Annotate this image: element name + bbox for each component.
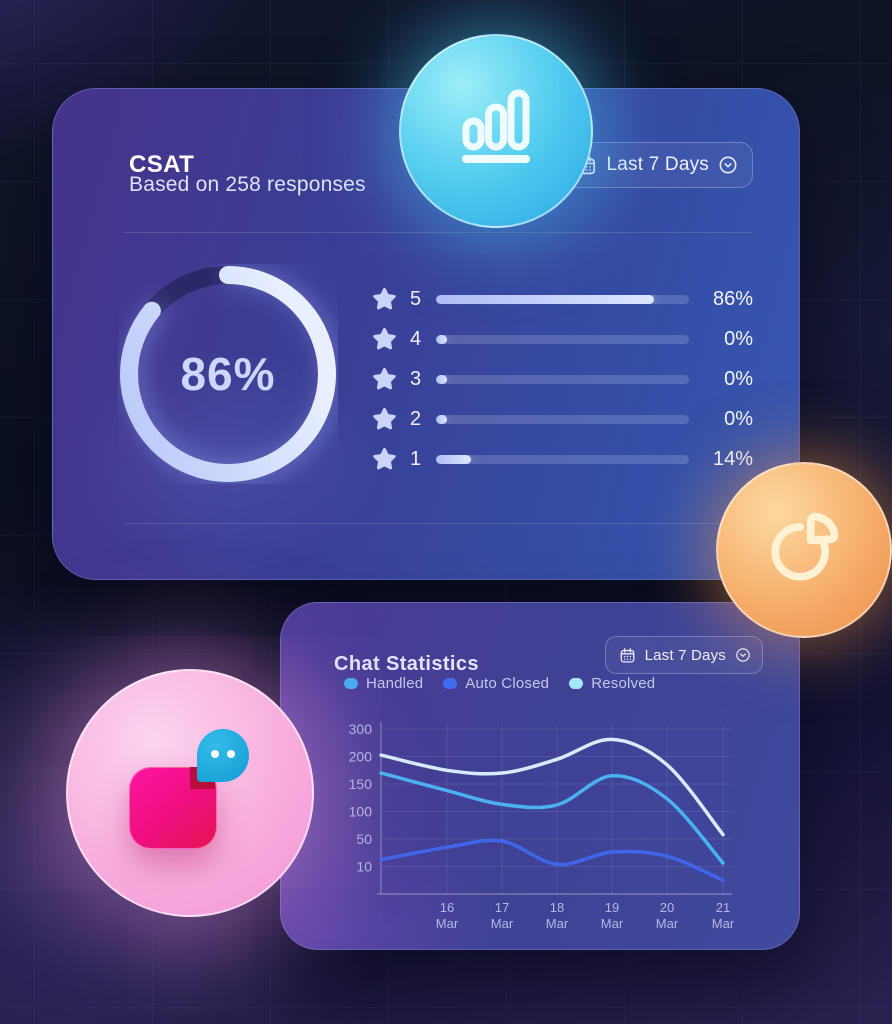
legend-dot-icon	[344, 678, 358, 689]
csat-footer-divider	[124, 523, 753, 524]
pie-chart-bubble	[716, 462, 892, 638]
line-series-handled	[379, 771, 725, 865]
chat-line-chart: 300 200 150 100 50 10 16 Mar 17 Mar 18 Mar 19 Mar 20 Ma…	[349, 721, 735, 931]
star-icon	[373, 287, 396, 309]
rating-star-count: 5	[410, 287, 422, 310]
csat-header-divider	[124, 232, 753, 233]
chat-statistics-card: Chat Statistics Last 7 Days Handled Auto …	[280, 602, 800, 950]
legend-label: Resolved	[591, 675, 656, 692]
chat-period-label: Last 7 Days	[644, 646, 726, 664]
rating-bar-fill	[436, 294, 654, 304]
x-tick-label: 19 Mar	[601, 900, 624, 931]
x-tick-label: 16 Mar	[436, 900, 459, 931]
line-series-auto-closed	[379, 838, 725, 883]
legend-item-handled: Handled	[344, 675, 423, 692]
rating-bar-track	[436, 374, 689, 384]
rating-bar-fill	[436, 374, 447, 384]
rating-star-count: 2	[410, 407, 422, 430]
rating-row-5-star: 5 86%	[371, 279, 753, 319]
rating-percent-label: 0%	[724, 327, 753, 350]
bar-chart-bubble	[399, 34, 593, 228]
chart-legend: Handled Auto Closed Resolved	[344, 675, 655, 692]
y-tick-label: 100	[349, 804, 373, 820]
rating-percent-label: 0%	[724, 407, 753, 430]
x-tick-label: 17 Mar	[491, 900, 514, 931]
rating-row-3-star: 3 0%	[371, 359, 753, 399]
x-tick-label: 18 Mar	[546, 900, 569, 931]
speech-bubble-icon	[197, 729, 249, 782]
csat-period-label: Last 7 Days	[606, 154, 709, 175]
y-tick-label: 10	[356, 859, 372, 875]
rating-percent-label: 86%	[712, 287, 753, 310]
rating-bar-fill	[436, 454, 472, 464]
legend-label: Handled	[366, 675, 424, 692]
csat-score-value: 86%	[180, 348, 276, 400]
csat-ratings-list: 5 86% 4 0% 3 0% 2 0% 1 14%	[371, 279, 753, 479]
rating-row-2-star: 2 0%	[371, 399, 753, 439]
chat-app-logo-bubble	[66, 669, 314, 917]
legend-item-auto-closed: Auto Closed	[443, 675, 549, 692]
y-tick-label: 50	[356, 831, 372, 847]
legend-label: Auto Closed	[465, 675, 550, 692]
pie-chart-icon	[758, 502, 850, 599]
y-tick-label: 200	[349, 749, 373, 765]
star-icon	[373, 367, 396, 389]
legend-dot-icon	[443, 678, 458, 689]
rating-bar-fill	[436, 414, 447, 424]
donut-progress-arc	[120, 266, 336, 482]
rating-row-1-star: 1 14%	[371, 439, 753, 479]
csat-card-subtitle: Based on 258 responses	[129, 173, 366, 196]
x-tick-label: 20 Mar	[656, 900, 679, 931]
rating-bar-track	[436, 414, 689, 424]
rating-bar-track	[436, 294, 689, 304]
star-icon	[373, 447, 396, 469]
rating-bar-fill	[436, 334, 447, 344]
line-series-resolved	[379, 737, 725, 837]
csat-donut-chart	[120, 266, 336, 482]
bar-chart-icon	[448, 81, 544, 182]
chevron-down-circle-icon	[718, 155, 738, 175]
chat-app-logo	[68, 671, 312, 915]
star-icon	[373, 327, 396, 349]
calendar-icon	[619, 647, 636, 664]
legend-dot-icon	[569, 678, 584, 689]
chat-card-title: Chat Statistics	[334, 652, 479, 675]
chevron-down-circle-icon	[735, 647, 751, 663]
rating-star-count: 1	[410, 447, 422, 470]
rating-star-count: 3	[410, 367, 422, 390]
y-tick-label: 300	[349, 721, 373, 737]
rating-row-4-star: 4 0%	[371, 319, 753, 359]
y-tick-label: 150	[349, 776, 373, 792]
csat-card-title: CSAT	[129, 150, 195, 178]
rating-bar-track	[436, 454, 689, 464]
x-tick-label: 21 Mar	[712, 900, 735, 931]
rating-percent-label: 14%	[712, 447, 753, 470]
rating-star-count: 4	[410, 327, 422, 350]
rating-percent-label: 0%	[724, 367, 753, 390]
star-icon	[373, 407, 396, 429]
legend-item-resolved: Resolved	[569, 675, 655, 692]
chat-period-button[interactable]: Last 7 Days	[604, 636, 763, 674]
rating-bar-track	[436, 334, 689, 344]
csat-period-button[interactable]: Last 7 Days	[559, 142, 753, 188]
